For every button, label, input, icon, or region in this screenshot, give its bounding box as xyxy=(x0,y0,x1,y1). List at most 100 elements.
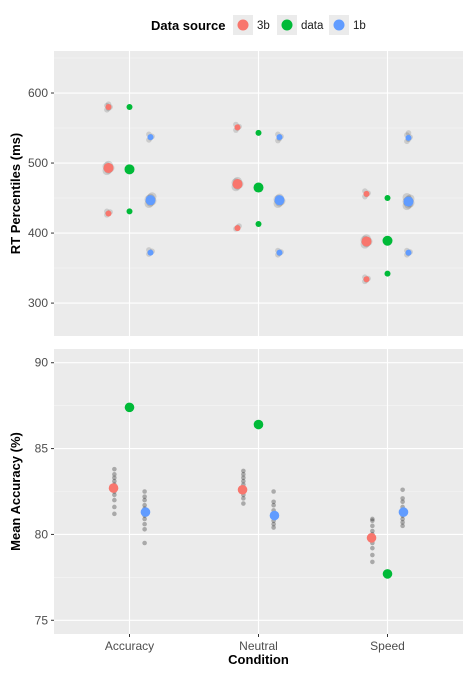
accuracy-series xyxy=(108,402,409,579)
rt-point-data xyxy=(124,164,135,175)
x-axis-title: Condition xyxy=(228,652,289,667)
accuracy-point-3b xyxy=(366,533,377,543)
accuracy-simulation-point-3b xyxy=(112,475,117,481)
rt-point-data xyxy=(255,129,262,136)
accuracy-simulation-point-3b xyxy=(112,504,117,510)
accuracy-point-data xyxy=(124,402,135,413)
accuracy-grid xyxy=(54,349,463,634)
accuracy-simulation-point-3b xyxy=(112,472,117,477)
rt-point-data xyxy=(384,195,391,202)
accuracy-simulation-point-1b xyxy=(271,489,276,494)
accuracy-simulation-point-3b xyxy=(370,552,375,558)
rt-point-3b xyxy=(105,210,112,217)
rt-point-data xyxy=(253,182,264,193)
accuracy-simulation-point-1b xyxy=(400,520,405,525)
rt-y-tick-label: 300 xyxy=(28,296,48,310)
legend-dot-3b xyxy=(237,19,249,31)
accuracy-simulation-point-3b xyxy=(370,518,375,523)
rt-y-tick-label: 500 xyxy=(28,156,48,170)
accuracy-y-tick-label: 75 xyxy=(35,613,49,627)
accuracy-simulation-point-3b xyxy=(112,497,117,503)
rt-point-1b xyxy=(145,195,156,206)
rt-point-1b xyxy=(274,195,285,206)
accuracy-simulation-point-3b xyxy=(112,466,117,472)
accuracy-point-data xyxy=(382,569,393,579)
accuracy-simulation-point-1b xyxy=(142,540,147,546)
legend-item-data: data xyxy=(277,15,324,35)
accuracy-simulation-point-1b xyxy=(142,489,147,494)
accuracy-point-1b xyxy=(269,510,280,521)
accuracy-simulation-point-3b xyxy=(370,545,375,551)
accuracy-simulation-point-3b xyxy=(241,496,246,501)
accuracy-simulation-point-1b xyxy=(142,516,147,522)
x-tick-label: Accuracy xyxy=(105,639,154,653)
rt-point-3b xyxy=(232,179,243,190)
rt-panel: 300 400 500 600 RT Percentiles (ms) xyxy=(8,51,463,336)
legend-label-1b: 1b xyxy=(353,20,366,32)
rt-point-3b xyxy=(363,276,370,283)
accuracy-simulation-point-3b xyxy=(241,478,246,484)
accuracy-simulation-point-3b xyxy=(241,475,246,481)
accuracy-simulation-point-1b xyxy=(400,516,405,522)
accuracy-simulation-point-1b xyxy=(400,499,405,505)
accuracy-simulation-point-1b xyxy=(142,497,147,503)
accuracy-simulation-point-3b xyxy=(370,523,375,529)
accuracy-simulation-point-3b xyxy=(241,472,246,477)
accuracy-point-data xyxy=(253,419,264,430)
rt-simulation-point-1b xyxy=(405,130,412,136)
rt-point-data xyxy=(382,235,393,246)
rt-point-1b xyxy=(276,249,283,256)
rt-point-3b xyxy=(234,225,241,232)
rt-point-1b xyxy=(147,134,154,141)
rt-point-data xyxy=(384,270,391,277)
x-axis: Accuracy Neutral Speed xyxy=(105,634,405,653)
x-tick-label: Neutral xyxy=(239,639,278,653)
rt-point-3b xyxy=(103,162,114,173)
accuracy-simulation-point-1b xyxy=(142,494,147,499)
accuracy-panel: 75 80 85 90 Mean Accuracy (%) xyxy=(8,349,463,634)
accuracy-point-3b xyxy=(237,484,248,495)
accuracy-point-3b xyxy=(108,483,119,493)
legend-item-1b: 1b xyxy=(329,15,366,35)
accuracy-y-axis-title: Mean Accuracy (%) xyxy=(8,432,23,551)
legend-label-3b: 3b xyxy=(257,20,270,32)
rt-point-1b xyxy=(276,134,283,141)
rt-point-1b xyxy=(405,134,412,141)
accuracy-simulation-point-3b xyxy=(112,511,117,517)
accuracy-simulation-point-3b xyxy=(241,468,246,474)
accuracy-y-tick-label: 90 xyxy=(35,356,49,370)
accuracy-simulation-point-1b xyxy=(142,526,147,532)
rt-point-1b xyxy=(147,249,154,256)
rt-point-data xyxy=(126,208,133,215)
accuracy-simulation-point-3b xyxy=(370,516,375,522)
rt-y-axis: 300 400 500 600 xyxy=(28,86,54,310)
accuracy-y-tick-label: 80 xyxy=(35,527,49,541)
rt-point-1b xyxy=(403,196,414,207)
legend-item-3b: 3b xyxy=(233,15,270,35)
rt-point-3b xyxy=(363,190,370,197)
rt-point-data xyxy=(126,104,133,111)
legend-label-data: data xyxy=(301,20,324,32)
accuracy-simulation-point-3b xyxy=(241,501,246,506)
accuracy-simulation-point-3b xyxy=(112,492,117,498)
rt-grid xyxy=(54,51,463,336)
accuracy-simulation-point-1b xyxy=(142,521,147,527)
accuracy-simulation-point-3b xyxy=(112,478,117,484)
rt-point-data xyxy=(255,220,262,227)
accuracy-y-axis: 75 80 85 90 xyxy=(35,356,54,627)
legend-dot-data xyxy=(281,19,293,31)
rt-y-tick-label: 600 xyxy=(28,86,48,100)
rt-y-axis-title: RT Percentiles (ms) xyxy=(8,133,23,254)
legend-dot-1b xyxy=(333,19,345,31)
accuracy-simulation-point-3b xyxy=(370,528,375,534)
accuracy-point-1b xyxy=(140,507,151,517)
x-tick-label: Speed xyxy=(370,639,405,653)
accuracy-simulation-point-3b xyxy=(370,559,375,565)
accuracy-simulation-point-1b xyxy=(142,502,147,508)
rt-y-tick-label: 400 xyxy=(28,226,48,240)
accuracy-simulation-point-1b xyxy=(271,525,276,530)
accuracy-simulation-point-1b xyxy=(271,521,276,527)
accuracy-simulation-point-1b xyxy=(271,499,276,505)
legend-title: Data source xyxy=(151,18,225,33)
accuracy-simulation-point-1b xyxy=(400,523,405,529)
